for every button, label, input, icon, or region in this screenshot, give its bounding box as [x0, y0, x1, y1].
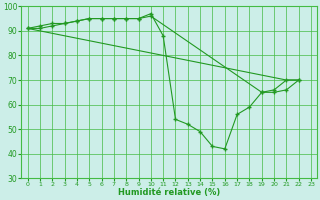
X-axis label: Humidité relative (%): Humidité relative (%) [118, 188, 220, 197]
